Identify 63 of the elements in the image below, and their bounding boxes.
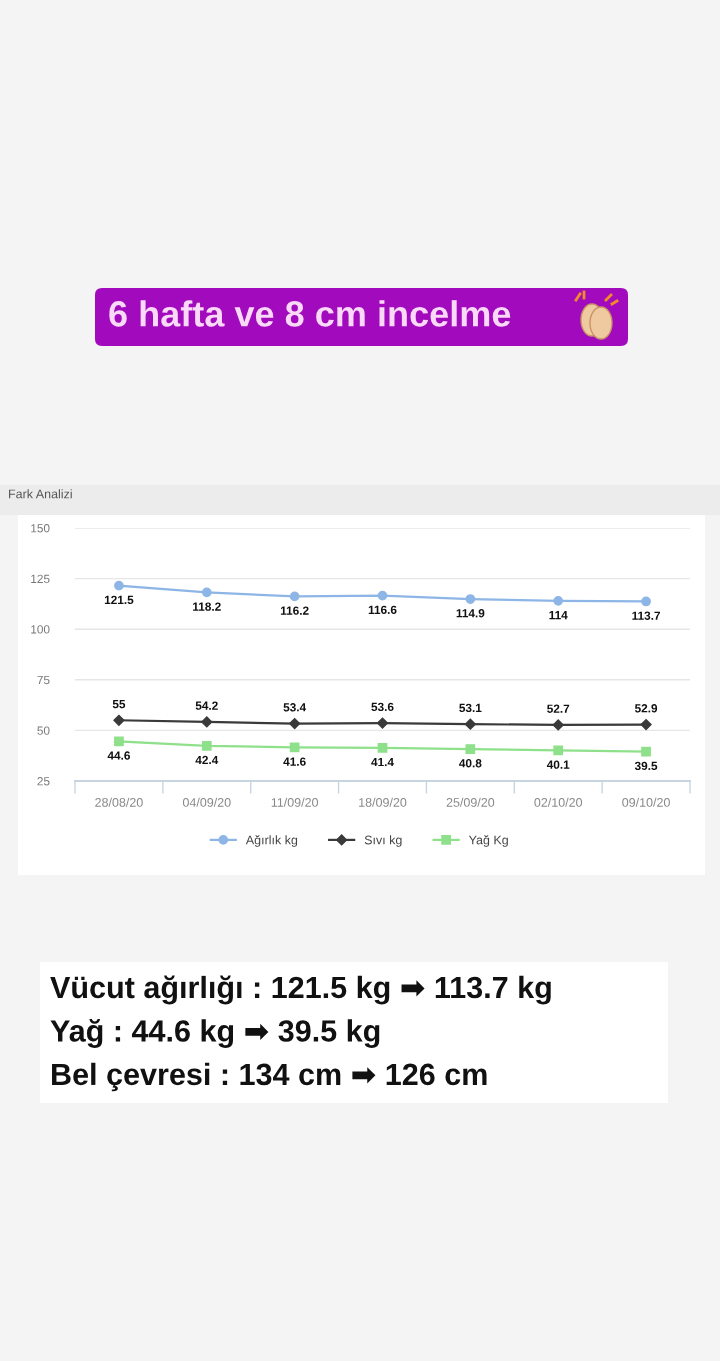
data-label: 113.7 [632,611,660,620]
data-label: 116.2 [280,606,309,615]
legend-label: Sıvı kg [364,835,402,847]
point [553,745,564,756]
point [377,590,388,601]
legend-label: Ağırlık kg [245,835,298,847]
y-tick-label: 25 [37,777,50,786]
point [465,594,476,604]
point [201,716,213,728]
point [641,746,651,757]
data-label: 42.4 [195,755,219,765]
point [465,744,476,754]
y-tick-label: 75 [37,675,50,685]
x-tick-label: 11/09/20 [271,797,319,807]
chart-title: 6 hafta ve 8 cm incelme [109,300,511,327]
text: Bel çevresi : 134 cm ➡ 126 cm [52,1062,487,1092]
data-label: 44.6 [107,751,130,760]
text: Vücut ağırlığı : 121.5 kg ➡ 113.7 kg [50,975,551,1005]
data-label: 52.9 [634,704,658,713]
data-label: 114 [549,611,568,620]
y-tick-label: 50 [37,726,50,735]
point [113,714,125,726]
data-label: 54.2 [195,701,218,710]
x-tick-label: 28/08/20 [95,797,143,807]
data-label: 52.7 [547,704,570,713]
x-tick-label: 02/10/20 [534,797,583,807]
data-label: 41.4 [371,757,394,767]
point [289,717,301,730]
x-tick-label: 25/09/20 [446,797,495,807]
data-label: 116.6 [368,605,397,614]
data-label: 40.8 [459,759,482,768]
x-tick-label: 04/09/20 [182,797,231,807]
data-label: 55 [112,699,126,709]
y-tick-label: 100 [31,625,50,634]
point [377,742,388,753]
y-tick-label: 150 [31,524,50,533]
data-label: 39.5 [634,761,658,771]
point [114,580,124,591]
point [114,736,124,747]
point [640,718,652,731]
point [464,718,476,730]
point [289,742,300,753]
data-label: 118.2 [193,602,221,611]
point [553,596,564,606]
data-label: 53.1 [459,703,482,713]
data-label: 121.5 [104,595,134,605]
point [201,740,212,751]
point [376,717,389,729]
point [641,596,651,607]
x-tick-label: 18/09/20 [359,797,407,807]
data-label: 41.6 [283,757,306,766]
point [201,587,212,598]
data-label: 53.4 [283,703,307,712]
point [552,719,564,731]
data-label: 53.6 [371,702,394,712]
point [289,591,300,602]
data-label: 114.9 [456,609,485,618]
data-label: 40.1 [546,760,570,769]
text: Yağ : 44.6 kg ➡ 39.5 kg [50,1019,380,1048]
x-tick-label: 09/10/20 [622,797,670,807]
chart-subtitle: Fark Analizi [9,489,72,499]
legend-label: Yağ Kg [468,835,508,847]
y-tick-label: 125 [31,574,50,583]
